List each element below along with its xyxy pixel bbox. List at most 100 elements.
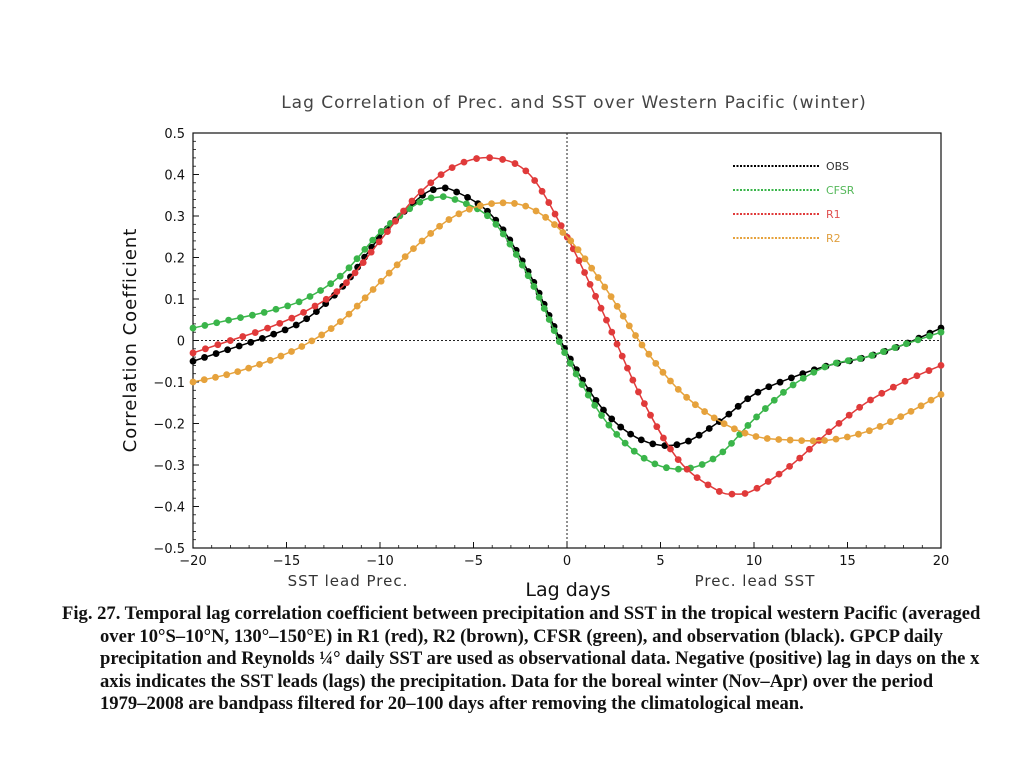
data-point [437, 171, 445, 179]
data-point [531, 177, 539, 184]
data-point [692, 401, 699, 409]
data-point [937, 391, 945, 398]
data-point [555, 338, 563, 346]
series-r2 [189, 199, 945, 445]
y-tick-label: 0.4 [164, 169, 185, 184]
data-point [383, 228, 391, 236]
data-point [266, 356, 274, 364]
x-tick-label: 20 [933, 554, 950, 569]
data-point [780, 388, 787, 396]
data-point [752, 433, 760, 440]
data-point [835, 419, 843, 427]
y-tick-label: −0.2 [153, 418, 185, 433]
data-point [701, 408, 709, 415]
data-point [608, 328, 616, 336]
data-point [659, 368, 667, 376]
data-point [484, 212, 491, 220]
data-point [889, 383, 897, 391]
data-point [798, 437, 806, 445]
y-tick-label: −0.5 [153, 542, 185, 557]
data-point [640, 400, 648, 407]
data-point [234, 368, 242, 375]
data-point [695, 431, 703, 439]
data-point [499, 230, 507, 238]
data-point [761, 405, 769, 412]
data-point [572, 370, 580, 378]
data-point [832, 359, 840, 367]
data-point [359, 259, 367, 266]
data-point [237, 314, 244, 322]
x-tick-label: −15 [273, 554, 300, 569]
x-axis-label: Lag days [525, 579, 610, 601]
data-point [448, 164, 456, 172]
data-point [336, 318, 344, 326]
data-point [453, 188, 461, 196]
data-point [663, 464, 670, 472]
data-point [392, 217, 399, 225]
data-point [624, 364, 631, 372]
data-point [728, 490, 736, 498]
data-point [566, 359, 574, 367]
data-point [535, 294, 543, 301]
y-tick-label: 0.3 [164, 210, 185, 225]
data-point [736, 431, 744, 438]
data-point [806, 445, 813, 453]
data-point [845, 411, 853, 419]
data-point [786, 462, 793, 470]
data-point [270, 330, 278, 338]
data-point [647, 411, 654, 419]
data-point [591, 401, 599, 409]
data-point [927, 396, 935, 404]
data-point [499, 156, 506, 163]
data-point [345, 310, 353, 318]
data-point [674, 385, 682, 393]
data-point [400, 207, 407, 215]
data-point [588, 264, 596, 272]
data-point [855, 430, 862, 438]
data-point [367, 248, 375, 256]
data-point [451, 196, 459, 203]
data-point [865, 427, 873, 435]
data-point [551, 221, 558, 228]
data-point [607, 293, 615, 300]
data-point [621, 439, 629, 447]
data-point [710, 414, 718, 422]
data-point [575, 257, 583, 265]
data-point [303, 315, 311, 323]
data-point [318, 331, 326, 339]
data-point [603, 316, 610, 324]
data-point [592, 292, 599, 300]
data-point [786, 436, 794, 444]
data-point [856, 355, 864, 362]
data-point [613, 302, 621, 310]
data-point [551, 210, 559, 218]
data-point [630, 447, 638, 455]
data-point [401, 253, 409, 261]
legend-label-r2: R2 [826, 232, 841, 245]
data-point [810, 368, 818, 376]
data-point [637, 436, 645, 444]
data-point [926, 332, 933, 340]
data-point [632, 332, 639, 339]
data-point [613, 340, 621, 348]
data-point [613, 430, 621, 438]
data-point [891, 344, 899, 352]
data-point [418, 237, 426, 245]
data-point [473, 155, 480, 162]
data-point [327, 325, 335, 332]
data-point [608, 415, 616, 423]
data-point [775, 436, 783, 443]
data-point [256, 360, 263, 368]
data-point [856, 403, 864, 411]
data-point [704, 481, 712, 489]
data-point [465, 205, 473, 213]
data-point [660, 434, 667, 442]
data-point [306, 293, 314, 300]
data-point [201, 322, 209, 329]
data-point [601, 283, 609, 291]
data-point [653, 423, 661, 431]
chart-title: Lag Correlation of Prec. and SST over We… [281, 93, 867, 113]
figure-caption: Fig. 27. Temporal lag correlation coeffi… [62, 603, 982, 716]
data-point [550, 327, 558, 335]
data-point [200, 376, 208, 384]
